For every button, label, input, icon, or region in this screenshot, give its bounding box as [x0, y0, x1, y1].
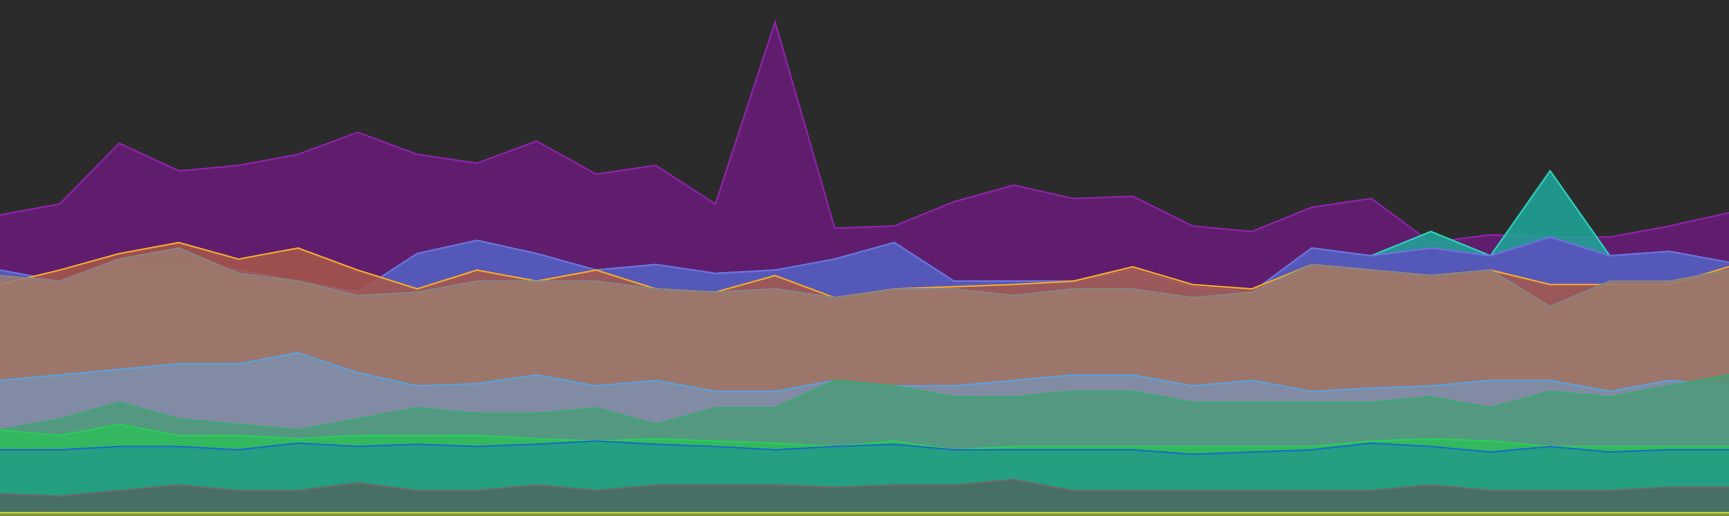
area-line [0, 374, 1729, 431]
area-line [0, 478, 1729, 498]
area [0, 512, 1729, 516]
area-line [0, 423, 1729, 451]
area [0, 479, 1729, 516]
area-line [0, 247, 1729, 308]
area-line [0, 440, 1729, 456]
